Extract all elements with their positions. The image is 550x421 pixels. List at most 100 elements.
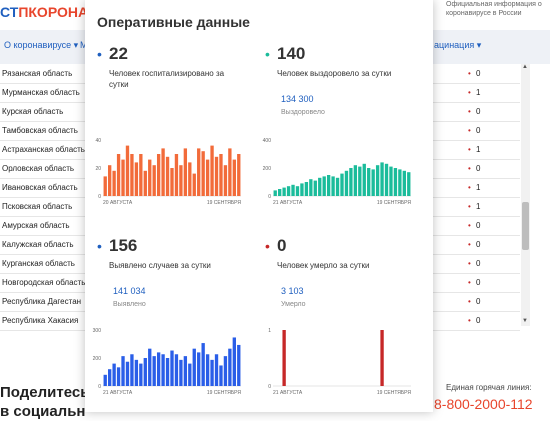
chart-bar[interactable] [103,176,107,196]
chart-bar[interactable] [389,166,393,196]
chart-bar[interactable] [170,168,174,196]
chart-bar[interactable] [165,358,170,386]
chart-bar[interactable] [309,179,313,196]
chart-bar[interactable] [210,145,214,196]
chart-bar[interactable] [362,163,366,196]
chart-bar[interactable] [121,356,125,386]
chart-bar[interactable] [174,154,179,196]
chart-bar[interactable] [322,176,326,196]
chart-bar[interactable] [219,365,223,386]
chart-bar[interactable] [380,162,384,196]
chart-bar[interactable] [371,169,375,196]
chart-bar[interactable] [393,168,398,196]
chart-bar[interactable] [214,354,219,386]
chart-bar[interactable] [179,165,183,196]
chart-bar[interactable] [313,180,317,196]
chart-bar[interactable] [139,363,143,386]
chart-bar[interactable] [367,168,371,196]
nav-item-vaccination[interactable]: ацинация ▾ [434,40,482,50]
chart-bar[interactable] [326,175,331,196]
chart-bar[interactable] [152,356,156,386]
chart-bar[interactable] [228,348,232,386]
chart-bar[interactable] [108,165,112,196]
chart-bar[interactable] [273,190,277,196]
chart-bar[interactable] [179,359,183,386]
chart-bar[interactable] [286,186,291,196]
chart-bar[interactable] [192,348,196,386]
chart-bar[interactable] [380,330,384,386]
chart-bar[interactable] [192,173,196,196]
chart-bar[interactable] [116,367,121,386]
chart-bar[interactable] [125,145,130,196]
chart-bar[interactable] [358,166,362,196]
nav-item-partial[interactable]: М [80,40,88,50]
chart-bar[interactable] [402,170,406,196]
chart-bar[interactable] [116,154,121,196]
chart-bar[interactable] [331,176,335,196]
chart-bar[interactable] [318,177,322,196]
chart-bar[interactable] [219,154,223,196]
chart-bar[interactable] [183,356,188,386]
chart-bar[interactable] [340,173,344,196]
chart-bar[interactable] [156,154,161,196]
chart-bar[interactable] [134,162,139,196]
chart-bar[interactable] [130,154,134,196]
chart-bar[interactable] [223,356,228,386]
chart-bar[interactable] [201,151,205,196]
chart-bar[interactable] [407,172,411,196]
chart-bar[interactable] [148,159,152,196]
chart-bar[interactable] [170,350,174,386]
chart-bar[interactable] [282,330,286,386]
chart-bar[interactable] [183,148,188,196]
chart-bar[interactable] [121,159,125,196]
chart-bar[interactable] [112,363,116,386]
chart-bar[interactable] [125,361,130,386]
scrollbar-track[interactable] [521,64,530,326]
hotline-number[interactable]: 8-800-2000-112 [434,396,533,412]
chart-bar[interactable] [152,165,156,196]
chart-bar[interactable] [237,344,241,386]
chart-bar[interactable] [143,170,147,196]
chart-bar[interactable] [210,359,214,386]
chart-bar[interactable] [223,165,228,196]
chart-bar[interactable] [197,352,201,386]
chart-bar[interactable] [232,159,236,196]
chart-bar[interactable] [103,374,107,386]
chart-bar[interactable] [161,354,165,386]
chart-bar[interactable] [349,168,353,196]
chart-bar[interactable] [139,154,143,196]
scroll-up-icon[interactable]: ▲ [522,64,528,70]
chart-bar[interactable] [375,165,380,196]
chart-bar[interactable] [232,337,236,386]
chart-bar[interactable] [237,154,241,196]
nav-item-about[interactable]: О коронавирусе ▾ [4,40,79,50]
chart-bar[interactable] [161,148,165,196]
chart-bar[interactable] [291,184,295,196]
chart-bar[interactable] [143,358,147,386]
chart-bar[interactable] [205,354,210,386]
chart-bar[interactable] [278,189,282,196]
chart-bar[interactable] [188,162,192,196]
scroll-down-icon[interactable]: ▼ [522,318,528,324]
scrollbar-thumb[interactable] [522,202,529,250]
chart-bar[interactable] [188,363,192,386]
chart-bar[interactable] [156,352,161,386]
chart-bar[interactable] [165,156,170,196]
chart-bar[interactable] [108,369,112,386]
chart-bar[interactable] [205,159,210,196]
chart-bar[interactable] [197,148,201,196]
chart-bar[interactable] [353,165,358,196]
chart-bar[interactable] [214,156,219,196]
chart-bar[interactable] [201,343,205,386]
chart-bar[interactable] [335,177,340,196]
chart-bar[interactable] [344,170,349,196]
chart-bar[interactable] [295,186,300,196]
chart-bar[interactable] [398,169,402,196]
chart-bar[interactable] [148,348,152,386]
chart-bar[interactable] [384,163,389,196]
chart-bar[interactable] [228,148,232,196]
chart-bar[interactable] [304,182,309,196]
chart-bar[interactable] [174,354,179,386]
chart-bar[interactable] [112,170,116,196]
chart-bar[interactable] [282,187,286,196]
